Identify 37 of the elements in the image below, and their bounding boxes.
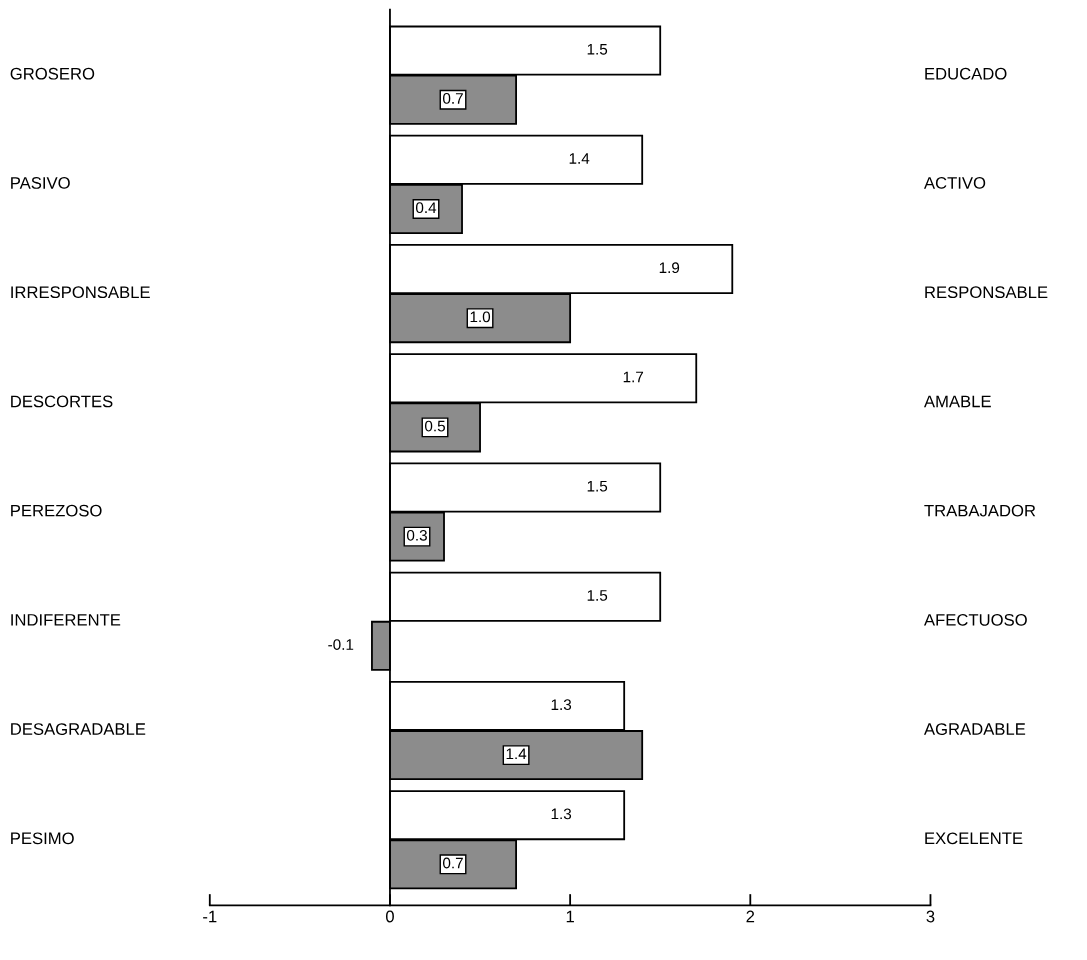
- y-tick-label: GROSERO: [10, 67, 95, 80]
- annotation: AMABLE: [923, 395, 991, 408]
- annotation: RESPONSABLE: [925, 286, 1048, 299]
- x-tick-label: -1: [203, 910, 217, 923]
- data-label: 0.3: [406, 529, 427, 541]
- data-label: 1.3: [551, 699, 572, 711]
- data-label: 0.7: [443, 857, 463, 869]
- annotation: TRABAJADOR: [924, 504, 1036, 517]
- annotation: EXCELENTE: [925, 832, 1023, 845]
- annotation: ACTIVO: [923, 177, 986, 189]
- annotation: AFECTUOSO: [923, 613, 1027, 626]
- data-label: 1.5: [587, 44, 608, 55]
- y-tick-label: PASIVO: [11, 177, 70, 189]
- y-tick-label: PESIMO: [11, 832, 74, 845]
- data-label: 1.3: [551, 808, 572, 820]
- annotation: AGRADABLE: [923, 723, 1026, 735]
- data-label: 1.4: [569, 153, 590, 164]
- x-tick-label: 1: [566, 910, 574, 923]
- data-label: 0.7: [443, 93, 463, 104]
- data-label: 0.4: [415, 202, 437, 214]
- data-label: 1.5: [587, 480, 608, 492]
- x-tick-label: 2: [746, 910, 755, 923]
- annotation: EDUCADO: [925, 67, 1007, 80]
- y-tick-label: IRRESPONSABLE: [11, 286, 150, 299]
- x-tick-label: 3: [926, 910, 935, 923]
- data-label: 1.0: [470, 311, 491, 323]
- data-label: 0.5: [424, 420, 445, 432]
- x-tick-label: 0: [385, 910, 394, 923]
- data-label: -0.1: [328, 639, 354, 650]
- data-label: 1.4: [506, 748, 527, 760]
- y-tick-label: INDIFERENTE: [11, 614, 121, 626]
- y-tick-label: DESCORTES: [11, 395, 113, 408]
- data-label: 1.9: [659, 262, 680, 274]
- data-label: 1.5: [587, 590, 608, 601]
- y-tick-label: PEREZOSO: [11, 504, 102, 517]
- y-tick-label: DESAGRADABLE: [11, 723, 146, 735]
- data-label: 1.7: [623, 371, 644, 383]
